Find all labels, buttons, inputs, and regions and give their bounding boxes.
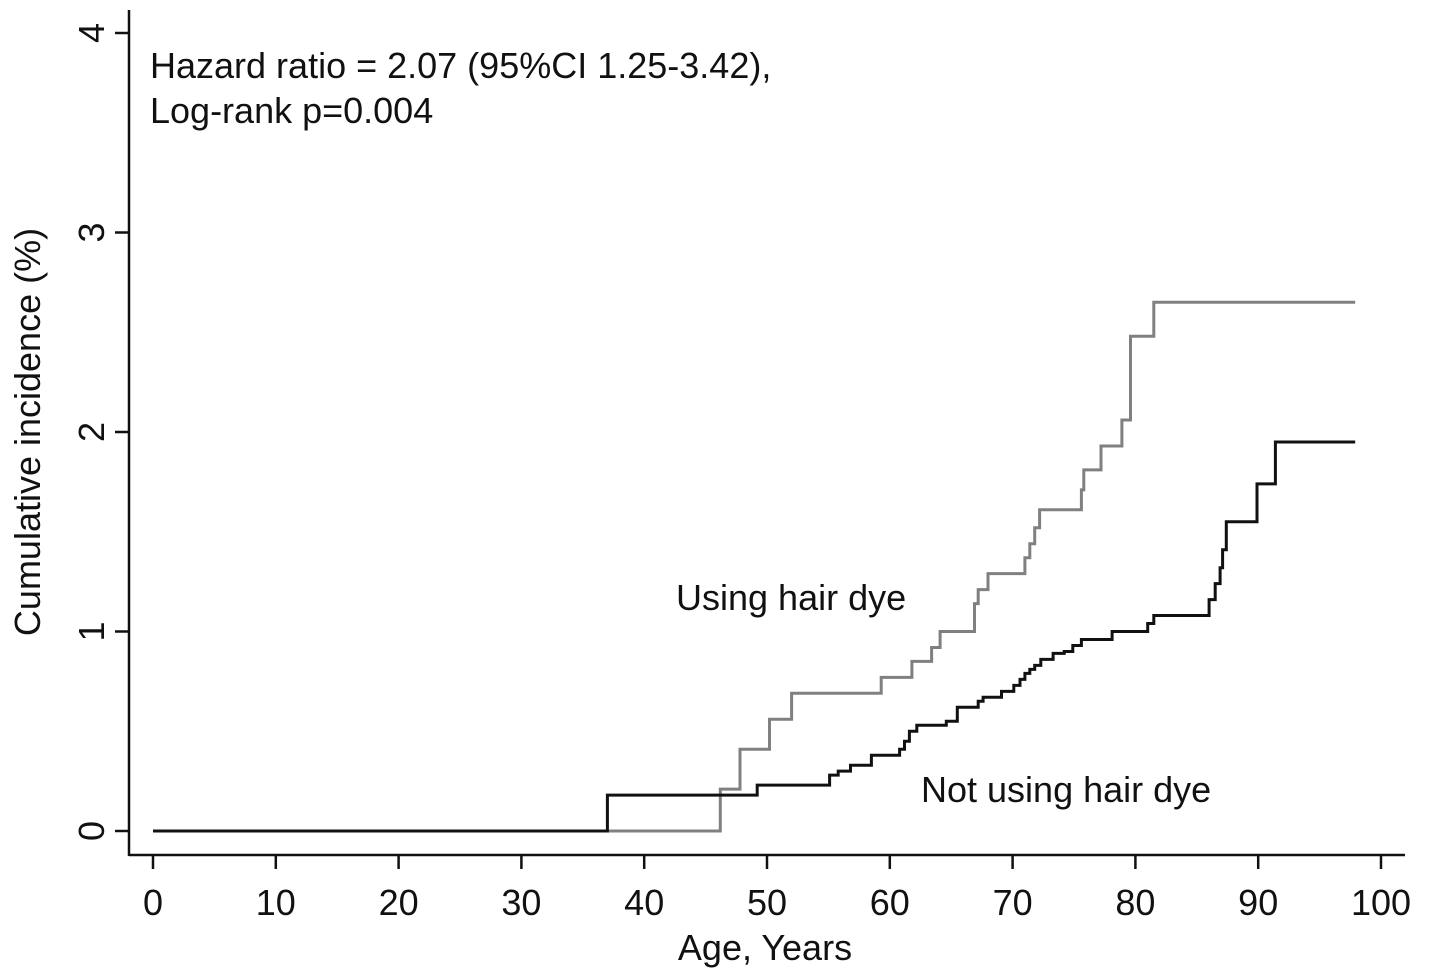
axes: 0 10 20 30 40 50 60 70 80 90 100 0 1 2 3 4 [71,10,1411,923]
x-tick-label: 80 [1115,882,1155,923]
x-tick-label: 60 [870,882,910,923]
x-axis-title: Age, Years [678,927,852,968]
x-tick-label: 50 [747,882,787,923]
series-group [153,300,1356,833]
y-tick-label: 0 [71,821,112,841]
x-tick-label: 70 [993,882,1033,923]
hazard-ratio-annotation: Hazard ratio = 2.07 (95%CI 1.25-3.42), [150,45,771,86]
y-tick-label: 2 [71,422,112,442]
x-tick-label: 30 [501,882,541,923]
y-tick-label: 3 [71,222,112,242]
x-tick-label: 10 [256,882,296,923]
x-tick-label: 90 [1238,882,1278,923]
y-tick-label: 4 [71,23,112,43]
x-tick-label: 0 [143,882,163,923]
series-line-not-using-hair-dye [153,440,1356,833]
x-tick-label: 20 [379,882,419,923]
logrank-annotation: Log-rank p=0.004 [150,90,433,131]
series-label-using-hair-dye: Using hair dye [676,577,906,618]
x-ticks: 0 10 20 30 40 50 60 70 80 90 100 [143,855,1411,923]
y-tick-label: 1 [71,621,112,641]
y-ticks: 0 1 2 3 4 [71,23,129,841]
series-line-using-hair-dye [153,300,1356,833]
x-tick-label: 100 [1351,882,1411,923]
x-tick-label: 40 [624,882,664,923]
y-axis-title: Cumulative incidence (%) [7,228,48,636]
series-label-not-using-hair-dye: Not using hair dye [921,769,1211,810]
